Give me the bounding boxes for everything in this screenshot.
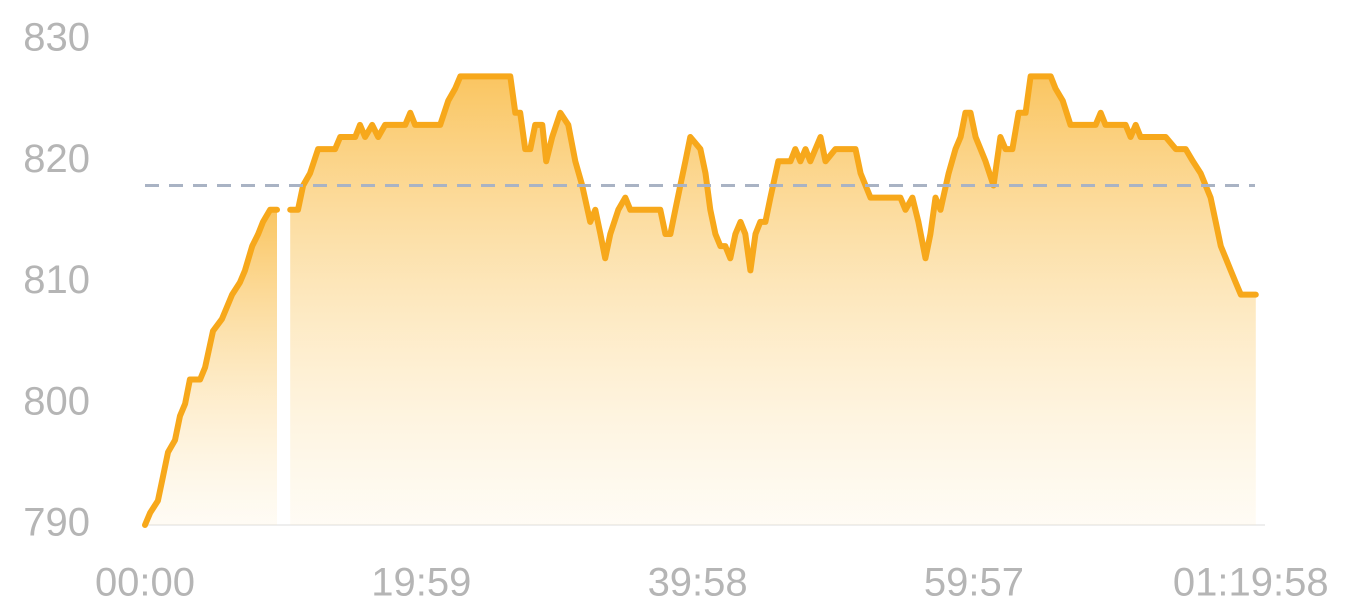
y-tick-label: 820 bbox=[23, 137, 90, 181]
x-tick-label: 59:57 bbox=[924, 561, 1024, 605]
x-tick-label: 00:00 bbox=[95, 561, 195, 605]
x-tick-label: 39:58 bbox=[648, 561, 748, 605]
area-fill bbox=[290, 76, 1256, 526]
x-tick-label: 19:59 bbox=[371, 561, 471, 605]
y-tick-label: 790 bbox=[23, 501, 90, 545]
y-tick-label: 810 bbox=[23, 258, 90, 302]
y-tick-label: 830 bbox=[23, 16, 90, 60]
line bbox=[142, 206, 280, 528]
y-tick-label: 800 bbox=[23, 379, 90, 423]
area-fill bbox=[145, 209, 277, 526]
line bbox=[287, 73, 1259, 298]
x-tick-label: 01:19:58 bbox=[1173, 561, 1329, 605]
